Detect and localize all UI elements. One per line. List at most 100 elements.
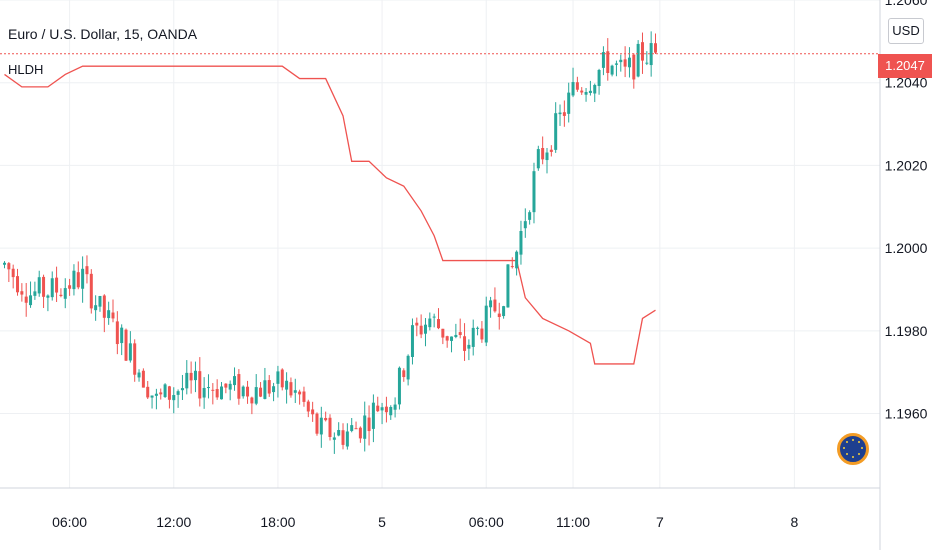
y-tick-label: 1.2020 xyxy=(885,157,928,173)
candle-body xyxy=(380,407,384,411)
last-price-badge: 1.2047 xyxy=(878,54,932,78)
candle-body xyxy=(363,415,367,439)
candle-body xyxy=(259,387,263,397)
candle-body xyxy=(180,388,184,391)
candle-body xyxy=(545,152,549,161)
x-tick-label: 12:00 xyxy=(156,514,191,530)
candle-body xyxy=(128,343,132,361)
candle-body xyxy=(580,90,584,93)
candle-body xyxy=(11,268,15,278)
candle-body xyxy=(250,397,254,404)
candle-body xyxy=(94,305,98,311)
candle-body xyxy=(354,428,358,430)
candle-body xyxy=(458,332,462,336)
candles xyxy=(3,31,657,454)
candle-body xyxy=(601,52,605,68)
x-tick-label: 06:00 xyxy=(52,514,87,530)
candle-body xyxy=(120,327,124,344)
candle-body xyxy=(437,319,440,329)
candle-body xyxy=(42,276,46,297)
candle-body xyxy=(588,90,592,93)
candle-body xyxy=(102,295,106,318)
candle-body xyxy=(133,343,137,375)
candle-body xyxy=(541,148,545,160)
candle-body xyxy=(450,336,454,341)
candle-body xyxy=(554,113,558,150)
candle-body xyxy=(159,392,163,395)
x-tick-label: 5 xyxy=(378,514,386,530)
candle-body xyxy=(7,263,11,270)
candle-body xyxy=(536,149,540,169)
eu-flag-icon[interactable] xyxy=(837,433,869,465)
candle-body xyxy=(632,54,636,80)
candle-body xyxy=(224,383,228,388)
hldh-line-layer xyxy=(4,65,656,365)
indicator-label[interactable]: HLDH xyxy=(8,62,44,77)
candle-body xyxy=(237,374,241,399)
candle-body xyxy=(137,372,141,378)
candle-body xyxy=(428,318,432,328)
candle-body xyxy=(558,112,562,115)
candle-body xyxy=(16,276,20,293)
candle-body xyxy=(371,402,375,429)
candle-body xyxy=(315,413,319,434)
candle-body xyxy=(584,91,588,95)
candle-body xyxy=(76,272,80,288)
currency-selector[interactable]: USD xyxy=(888,18,924,44)
candle-body xyxy=(649,43,653,66)
candle-body xyxy=(441,328,445,338)
candle-body xyxy=(463,336,467,351)
candle-body xyxy=(20,291,24,295)
candle-body xyxy=(515,251,519,269)
candle-body xyxy=(575,82,579,90)
price-axis: 1.1960 1.1980 1.2000 1.2020 1.2040 1.2060 xyxy=(885,0,928,422)
y-tick-label: 1.1980 xyxy=(885,323,928,339)
candle-body xyxy=(124,329,128,361)
y-tick-label: 1.2040 xyxy=(885,75,928,91)
candle-body xyxy=(272,386,276,393)
candle-body xyxy=(163,384,167,397)
candle-body xyxy=(606,51,610,74)
candle-body xyxy=(150,395,154,398)
candle-body xyxy=(567,92,571,114)
candle-body xyxy=(267,380,271,394)
candle-body xyxy=(3,262,6,265)
candle-body xyxy=(185,372,189,389)
candle-body xyxy=(50,278,54,298)
candle-body xyxy=(597,69,601,87)
candle-body xyxy=(610,65,614,75)
candle-body xyxy=(55,277,59,293)
candle-body xyxy=(293,390,297,393)
x-tick-label: 06:00 xyxy=(469,514,504,530)
candle-body xyxy=(562,112,566,116)
candle-body xyxy=(410,325,414,357)
candle-body xyxy=(306,401,310,412)
candle-body xyxy=(98,296,102,307)
symbol-title[interactable]: Euro / U.S. Dollar, 15, OANDA xyxy=(8,26,198,42)
candle-body xyxy=(189,372,193,381)
candle-body xyxy=(480,328,484,340)
candle-body xyxy=(276,371,280,384)
candle-body xyxy=(141,370,145,388)
candle-body xyxy=(502,306,506,317)
candle-body xyxy=(358,427,362,439)
candle-body xyxy=(46,295,50,298)
candle-body xyxy=(289,382,293,396)
candle-body xyxy=(510,266,514,268)
candle-body xyxy=(484,305,488,343)
candle-body xyxy=(198,371,202,399)
candle-body xyxy=(528,212,532,220)
candle-body xyxy=(337,430,341,436)
candle-body xyxy=(202,387,206,398)
candle-body xyxy=(406,355,410,380)
candle-body xyxy=(493,299,497,312)
candle-body xyxy=(107,310,111,319)
candle-body xyxy=(532,171,536,213)
candle-body xyxy=(193,370,197,381)
candle-body xyxy=(111,312,115,319)
candle-body xyxy=(89,273,93,309)
candle-body xyxy=(220,386,223,400)
candle-body xyxy=(619,59,623,63)
